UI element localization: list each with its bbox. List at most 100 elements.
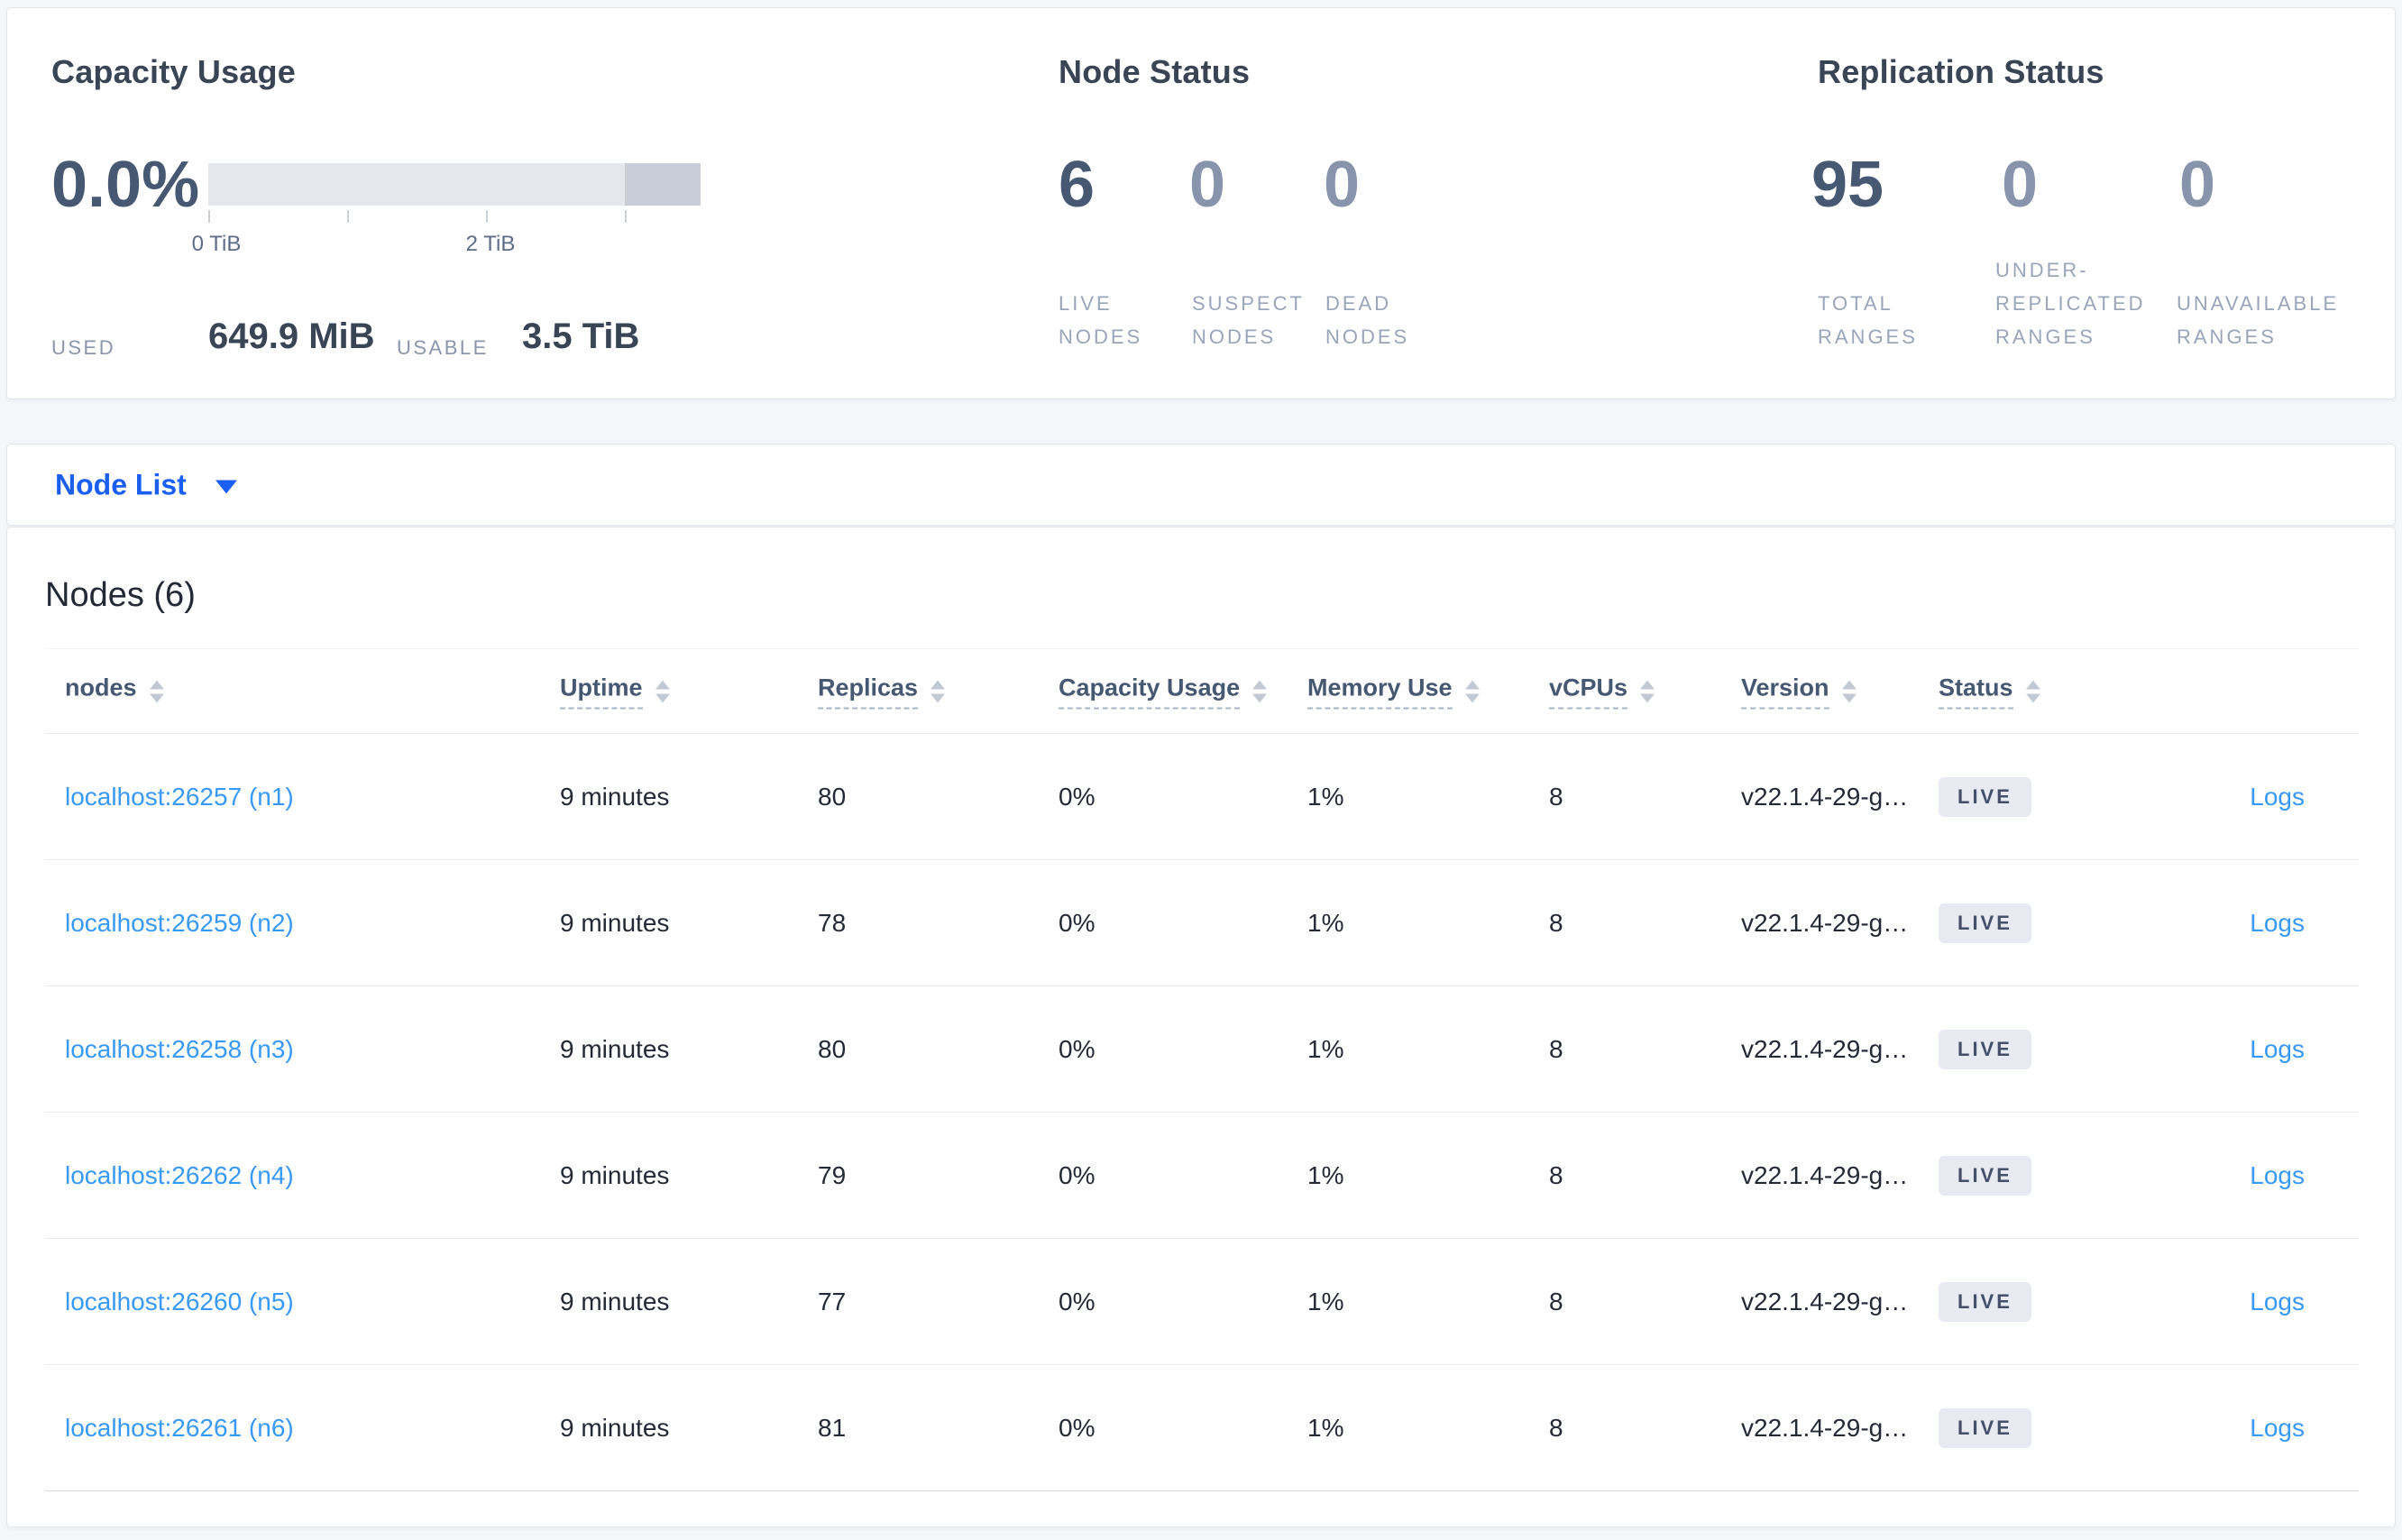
column-header-version[interactable]: Version xyxy=(1741,674,1857,709)
column-header-uptime[interactable]: Uptime xyxy=(560,674,670,709)
node-link[interactable]: localhost:26258 (n3) xyxy=(65,1034,294,1063)
gauge-tick-label-0: 0 TiB xyxy=(191,232,242,256)
table-row: localhost:26261 (n6) 9 minutes 81 0% 1% … xyxy=(45,1365,2359,1491)
status-badge: LIVE xyxy=(1939,1155,2031,1196)
table-row: localhost:26257 (n1) 9 minutes 80 0% 1% … xyxy=(45,734,2359,860)
node-list-dropdown[interactable]: Node List xyxy=(55,468,237,501)
used-value: 649.9 MiB xyxy=(208,316,375,356)
version-value: v22.1.4-29-g… xyxy=(1741,1287,1909,1315)
unavailable-ranges-value: 0 xyxy=(2179,149,2216,221)
logs-link[interactable]: Logs xyxy=(2250,908,2305,937)
uptime-value: 9 minutes xyxy=(560,782,670,811)
capacity-percent-value: 0.0% xyxy=(51,149,200,221)
live-nodes-label: LIVE NODES xyxy=(1059,292,1143,348)
under-replicated-ranges-label: UNDER-REPLICATED RANGES xyxy=(1995,259,2146,348)
replicas-value: 79 xyxy=(818,1160,847,1189)
replicas-value: 77 xyxy=(818,1287,847,1315)
gauge-tick xyxy=(347,210,349,223)
logs-link[interactable]: Logs xyxy=(2250,782,2305,811)
version-value: v22.1.4-29-g… xyxy=(1741,1413,1909,1442)
vcpus-value: 8 xyxy=(1549,1034,1563,1063)
column-header-capacity-usage[interactable]: Capacity Usage xyxy=(1059,674,1268,709)
gauge-tick xyxy=(208,210,210,223)
capacity-value: 0% xyxy=(1059,1413,1096,1442)
nodes-table-card: Nodes (6) nodes Uptime Replicas Capacity… xyxy=(6,527,2396,1527)
replication-status-title: Replication Status xyxy=(1818,53,2104,90)
sort-carets-icon[interactable] xyxy=(1640,680,1655,702)
capacity-value: 0% xyxy=(1059,1287,1096,1315)
used-label: USED xyxy=(51,336,116,359)
unavailable-ranges-label: UNAVAILABLE RANGES xyxy=(2177,292,2340,348)
version-value: v22.1.4-29-g… xyxy=(1741,908,1909,937)
replicas-value: 80 xyxy=(818,1034,847,1063)
uptime-value: 9 minutes xyxy=(560,1287,670,1315)
table-header-row: nodes Uptime Replicas Capacity Usage Mem… xyxy=(45,648,2359,734)
status-badge: LIVE xyxy=(1939,903,2031,943)
status-badge: LIVE xyxy=(1939,1029,2031,1069)
column-header-vcpus[interactable]: vCPUs xyxy=(1549,674,1655,709)
capacity-value: 0% xyxy=(1059,1034,1096,1063)
logs-link[interactable]: Logs xyxy=(2250,1160,2305,1189)
node-link[interactable]: localhost:26261 (n6) xyxy=(65,1413,294,1442)
logs-link[interactable]: Logs xyxy=(2250,1034,2305,1063)
version-value: v22.1.4-29-g… xyxy=(1741,1034,1909,1063)
uptime-value: 9 minutes xyxy=(560,1034,670,1063)
total-ranges-label: TOTAL RANGES xyxy=(1818,292,1918,348)
status-badge: LIVE xyxy=(1939,776,2031,817)
live-nodes-value: 6 xyxy=(1059,149,1096,221)
table-row: localhost:26260 (n5) 9 minutes 77 0% 1% … xyxy=(45,1239,2359,1365)
column-header-status[interactable]: Status xyxy=(1939,674,2040,709)
sort-carets-icon[interactable] xyxy=(2025,680,2040,702)
column-header-memory-use[interactable]: Memory Use xyxy=(1307,674,1480,709)
under-replicated-ranges-value: 0 xyxy=(2002,149,2039,221)
sort-carets-icon[interactable] xyxy=(1252,680,1268,702)
memory-value: 1% xyxy=(1307,1160,1344,1189)
column-header-nodes[interactable]: nodes xyxy=(65,674,164,709)
sort-carets-icon[interactable] xyxy=(931,680,946,702)
column-header-replicas[interactable]: Replicas xyxy=(818,674,946,709)
cluster-summary-card: Capacity Usage 0.0% 0 TiB 2 TiB USED 649… xyxy=(6,7,2396,399)
node-link[interactable]: localhost:26259 (n2) xyxy=(65,908,294,937)
logs-link[interactable]: Logs xyxy=(2250,1287,2305,1315)
suspect-nodes-label: SUSPECT NODES xyxy=(1192,292,1305,348)
version-value: v22.1.4-29-g… xyxy=(1741,1160,1909,1189)
dead-nodes-label: DEAD NODES xyxy=(1325,292,1410,348)
memory-value: 1% xyxy=(1307,1034,1344,1063)
vcpus-value: 8 xyxy=(1549,1413,1563,1442)
usable-label: USABLE xyxy=(397,336,489,359)
uptime-value: 9 minutes xyxy=(560,1160,670,1189)
memory-value: 1% xyxy=(1307,1413,1344,1442)
capacity-usage-title: Capacity Usage xyxy=(51,53,296,90)
node-status-title: Node Status xyxy=(1059,53,1251,90)
capacity-gauge-bar xyxy=(208,163,701,206)
sort-carets-icon[interactable] xyxy=(1841,680,1857,702)
replicas-value: 78 xyxy=(818,908,847,937)
nodes-panel-title: Nodes (6) xyxy=(45,576,196,614)
node-link[interactable]: localhost:26260 (n5) xyxy=(65,1287,294,1315)
uptime-value: 9 minutes xyxy=(560,1413,670,1442)
sort-carets-icon[interactable] xyxy=(1464,680,1480,702)
table-body: localhost:26257 (n1) 9 minutes 80 0% 1% … xyxy=(45,734,2359,1491)
total-ranges-value: 95 xyxy=(1811,149,1884,221)
memory-value: 1% xyxy=(1307,908,1344,937)
version-value: v22.1.4-29-g… xyxy=(1741,782,1909,811)
logs-link[interactable]: Logs xyxy=(2250,1413,2305,1442)
uptime-value: 9 minutes xyxy=(560,908,670,937)
gauge-tick xyxy=(625,210,627,223)
sort-carets-icon[interactable] xyxy=(149,680,164,702)
node-list-dropdown-label: Node List xyxy=(55,468,187,500)
capacity-value: 0% xyxy=(1059,1160,1096,1189)
status-badge: LIVE xyxy=(1939,1281,2031,1322)
table-row: localhost:26262 (n4) 9 minutes 79 0% 1% … xyxy=(45,1113,2359,1239)
capacity-gauge-dark-segment xyxy=(625,163,701,206)
vcpus-value: 8 xyxy=(1549,1287,1563,1315)
memory-value: 1% xyxy=(1307,782,1344,811)
memory-value: 1% xyxy=(1307,1287,1344,1315)
gauge-tick xyxy=(486,210,488,223)
sort-carets-icon[interactable] xyxy=(655,680,670,702)
replicas-value: 81 xyxy=(818,1413,847,1442)
node-link[interactable]: localhost:26262 (n4) xyxy=(65,1160,294,1189)
vcpus-value: 8 xyxy=(1549,1160,1563,1189)
dead-nodes-value: 0 xyxy=(1324,149,1361,221)
node-link[interactable]: localhost:26257 (n1) xyxy=(65,782,294,811)
